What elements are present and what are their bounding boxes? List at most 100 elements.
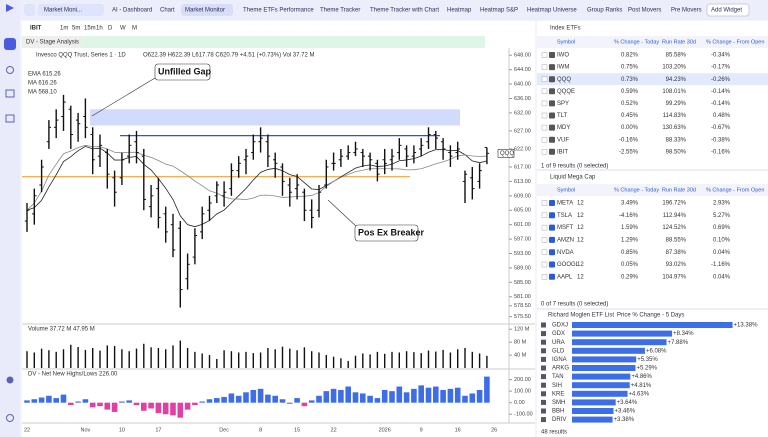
search-button[interactable]: [24, 4, 35, 16]
nav-tab[interactable]: Chart: [160, 8, 175, 14]
symbol[interactable]: IBIT: [30, 26, 42, 32]
timeframe[interactable]: 1h: [96, 26, 103, 32]
symbol[interactable]: TLT: [557, 113, 568, 119]
earnings-badge: 12: [577, 225, 584, 231]
nav-tab[interactable]: Heatmap: [447, 8, 472, 14]
nav-tab[interactable]: Post Movers: [628, 8, 661, 14]
checkbox[interactable]: [541, 224, 548, 231]
sidebar-icon[interactable]: [5, 114, 15, 123]
bar: [294, 398, 300, 403]
cell: -0.34%: [711, 53, 731, 59]
symbol[interactable]: IBIT: [557, 149, 568, 155]
timeframe[interactable]: M: [132, 26, 137, 32]
nav-tab[interactable]: Heatmap S&P: [480, 8, 518, 14]
column-header[interactable]: % Change - Today: [614, 39, 659, 45]
bar: [38, 397, 45, 403]
column-header[interactable]: Run Rate 30d: [662, 187, 696, 193]
column-header[interactable]: % Change - Today: [614, 187, 659, 193]
tab-active[interactable]: [181, 4, 233, 16]
earnings-badge: 12: [577, 237, 584, 243]
checkbox[interactable]: [541, 64, 548, 70]
symbol[interactable]: GOOGL: [557, 262, 580, 268]
cell: -0.14%: [711, 101, 731, 107]
sidebar-icon-active[interactable]: [4, 38, 16, 50]
sidebar-icon[interactable]: [6, 376, 14, 384]
checkbox[interactable]: [541, 274, 548, 280]
nav-tab[interactable]: Theme Tracker: [320, 8, 360, 14]
column-header[interactable]: % Change - From Open: [706, 39, 764, 45]
value-label: +5.29%: [636, 366, 657, 372]
checkbox[interactable]: [541, 76, 548, 82]
cell: -1.16%: [711, 262, 731, 268]
timeframe[interactable]: 15m: [84, 26, 96, 32]
sidebar-icon[interactable]: [6, 66, 14, 74]
checkbox[interactable]: [541, 88, 548, 95]
add-widget[interactable]: Add Widget: [711, 8, 742, 14]
logo[interactable]: [6, 4, 14, 12]
price-tag: QQQ: [500, 151, 514, 157]
nav-tab[interactable]: Theme Tracker with Chart: [370, 8, 439, 14]
checkbox[interactable]: [541, 149, 548, 155]
workspace-select[interactable]: [38, 4, 104, 16]
bar: [484, 376, 490, 403]
bar: [221, 396, 227, 403]
nav-tab[interactable]: Theme ETFs Performance: [243, 8, 314, 14]
bar: [143, 343, 145, 368]
column-header[interactable]: Run Rate 30d: [662, 39, 696, 45]
timeframe[interactable]: 5m: [72, 26, 80, 32]
indicator-title: DV - Stage Analysis: [26, 40, 79, 46]
symbol[interactable]: MSFT: [557, 225, 574, 231]
symbol[interactable]: QQQ: [557, 77, 571, 83]
checkbox[interactable]: [541, 200, 548, 206]
bar: [362, 353, 364, 368]
cell: 1.59%: [621, 225, 639, 231]
symbol[interactable]: AMZN: [557, 237, 574, 243]
add-widget-button[interactable]: [706, 3, 750, 17]
symbol[interactable]: IWM: [557, 65, 569, 71]
checkbox[interactable]: [541, 100, 548, 107]
symbol[interactable]: IWO: [557, 53, 569, 59]
symbol[interactable]: META: [557, 201, 573, 207]
bar: [303, 347, 306, 368]
checkbox[interactable]: [541, 112, 548, 119]
symbol[interactable]: AAPL: [557, 274, 573, 280]
bar: [311, 351, 313, 368]
symbol[interactable]: MDY: [557, 125, 570, 131]
timeframe[interactable]: D: [108, 26, 113, 32]
cell: 0.73%: [621, 77, 639, 83]
bar: [26, 351, 28, 368]
checkbox[interactable]: [541, 52, 548, 58]
symbol[interactable]: SPY: [557, 101, 569, 107]
symbol-icon: [549, 76, 555, 83]
timeframe[interactable]: W: [120, 26, 126, 32]
bar: [223, 350, 225, 368]
cell: 0.75%: [621, 65, 639, 71]
nav-tab[interactable]: Heatmap Universe: [527, 8, 577, 14]
symbol[interactable]: VUF: [557, 137, 569, 143]
nav-tab[interactable]: AI - Dashboard: [112, 8, 152, 14]
bar: [192, 402, 198, 405]
ma-line: [26, 144, 487, 211]
column-header[interactable]: Symbol: [557, 187, 575, 193]
checkbox[interactable]: [541, 136, 548, 143]
symbol[interactable]: TSLA: [557, 213, 572, 219]
y-tick-label: 632.00: [514, 110, 531, 116]
symbol[interactable]: NVDA: [557, 250, 574, 256]
sidebar-icon[interactable]: [6, 414, 14, 422]
checkbox[interactable]: [541, 261, 548, 268]
checkbox[interactable]: [541, 249, 548, 255]
column-header[interactable]: Symbol: [557, 39, 575, 45]
symbol[interactable]: QQQE: [557, 89, 575, 95]
y-tick-label: 100.00: [514, 389, 531, 395]
checkbox[interactable]: [541, 124, 548, 131]
nav-tab[interactable]: Group Ranks: [587, 8, 622, 14]
cell: 85.58%: [666, 53, 687, 59]
nav-tab[interactable]: Market Monitor: [185, 8, 225, 14]
timeframe[interactable]: 1m: [60, 26, 68, 32]
checkbox[interactable]: [541, 212, 548, 219]
sidebar-icon[interactable]: [5, 89, 15, 98]
nav-tab[interactable]: Pre Movers: [671, 8, 702, 14]
checkbox[interactable]: [541, 237, 548, 243]
workspace-name[interactable]: Market Moni...: [44, 8, 82, 14]
column-header[interactable]: % Change - From Open: [706, 187, 764, 193]
